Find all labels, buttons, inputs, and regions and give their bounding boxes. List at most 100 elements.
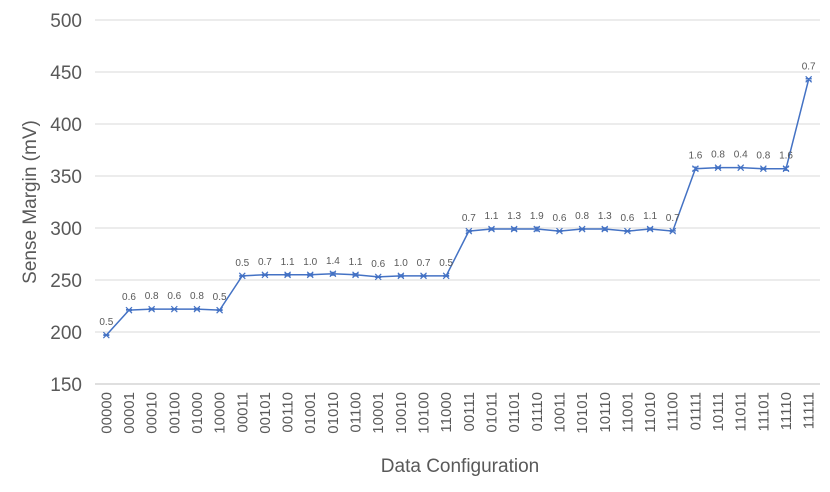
y-tick-label: 250 xyxy=(50,271,82,292)
x-tick-label: 10000 xyxy=(212,392,229,434)
marker xyxy=(601,225,609,233)
x-tick-label: 11101 xyxy=(755,392,772,432)
x-tick-label: 01101 xyxy=(506,392,523,433)
marker xyxy=(352,271,359,279)
x-tick-label: 10010 xyxy=(393,392,410,434)
marker xyxy=(488,225,495,233)
data-label: 0.7 xyxy=(802,61,816,72)
data-label: 0.6 xyxy=(553,213,567,224)
data-label: 0.5 xyxy=(213,292,227,303)
marker xyxy=(193,305,201,313)
x-tick-label: 01000 xyxy=(189,392,206,434)
data-label: 1.9 xyxy=(530,211,544,222)
y-tick-label: 150 xyxy=(50,375,82,396)
x-tick-label: 11110 xyxy=(778,392,795,430)
data-label: 0.7 xyxy=(258,257,272,268)
data-label: 0.6 xyxy=(122,292,136,303)
marker xyxy=(691,165,699,173)
marker xyxy=(465,227,473,235)
data-label: 0.8 xyxy=(756,151,770,162)
marker xyxy=(148,305,156,313)
data-label: 1.3 xyxy=(507,211,521,222)
marker xyxy=(714,164,722,172)
data-label: 0.7 xyxy=(462,213,476,224)
x-tick-label: 11111 xyxy=(801,392,818,429)
marker xyxy=(284,271,292,279)
x-tick-label: 00110 xyxy=(280,392,297,433)
marker xyxy=(238,272,246,280)
data-label: 1.0 xyxy=(394,258,408,269)
data-label: 0.7 xyxy=(666,213,680,224)
x-tick-label: 00001 xyxy=(121,392,138,434)
marker xyxy=(805,75,813,83)
data-label: 0.8 xyxy=(711,150,725,161)
marker xyxy=(533,225,541,233)
marker xyxy=(646,225,654,233)
marker xyxy=(669,227,677,235)
y-tick-label: 450 xyxy=(50,63,82,84)
marker xyxy=(782,165,790,173)
x-tick-label: 10110 xyxy=(597,392,614,433)
marker xyxy=(261,271,269,279)
x-tick-label: 01100 xyxy=(348,392,365,433)
data-label: 1.1 xyxy=(485,211,499,222)
x-tick-label: 01001 xyxy=(302,392,319,434)
marker xyxy=(578,225,586,233)
marker xyxy=(759,165,767,173)
marker xyxy=(556,227,563,235)
data-label: 0.5 xyxy=(439,258,453,269)
marker xyxy=(170,305,178,313)
x-tick-label: 00100 xyxy=(166,392,183,434)
marker xyxy=(420,272,427,280)
marker xyxy=(623,227,631,235)
x-tick-label: 00010 xyxy=(144,392,161,434)
y-tick-label: 350 xyxy=(50,167,82,188)
data-label: 1.1 xyxy=(643,211,657,222)
data-label: 0.5 xyxy=(235,258,249,269)
data-label: 0.6 xyxy=(371,259,385,270)
x-tick-label: 10001 xyxy=(370,392,387,434)
data-line xyxy=(105,79,810,336)
x-tick-label: 11100 xyxy=(665,392,682,432)
data-label: 1.6 xyxy=(779,151,793,162)
marker xyxy=(442,272,450,280)
data-label: 0.6 xyxy=(620,213,634,224)
x-axis-label: Data Configuration xyxy=(381,456,539,477)
data-label: 1.1 xyxy=(281,257,295,268)
x-tick-label: 11001 xyxy=(619,392,636,433)
data-label: 1.6 xyxy=(688,151,702,162)
x-tick-label: 01010 xyxy=(325,392,342,434)
x-tick-label: 00111 xyxy=(461,392,478,432)
data-label: 0.8 xyxy=(145,291,159,302)
x-tick-label: 01011 xyxy=(483,392,500,433)
marker xyxy=(216,306,224,314)
x-tick-label: 00000 xyxy=(98,392,115,434)
x-tick-label: 10101 xyxy=(574,392,591,434)
marker xyxy=(397,272,405,280)
marker xyxy=(329,270,337,278)
marker xyxy=(102,331,110,339)
x-tick-label: 11010 xyxy=(642,392,659,433)
data-label: 0.8 xyxy=(190,291,204,302)
data-label: 1.4 xyxy=(326,256,340,267)
data-label: 0.8 xyxy=(575,211,589,222)
data-label: 1.0 xyxy=(303,257,317,268)
y-tick-label: 500 xyxy=(50,11,82,32)
data-label: 1.3 xyxy=(598,211,612,222)
x-tick-label: 10111 xyxy=(710,392,727,432)
marker xyxy=(737,164,745,172)
marker xyxy=(125,306,133,314)
data-label: 1.1 xyxy=(349,257,363,268)
data-label: 0.4 xyxy=(734,150,748,161)
x-tick-label: 00011 xyxy=(234,392,251,433)
y-axis-label: Sense Margin (mV) xyxy=(20,120,41,284)
y-tick-label: 400 xyxy=(50,115,82,136)
data-label: 0.7 xyxy=(417,258,431,269)
x-tick-label: 10100 xyxy=(416,392,433,434)
y-tick-label: 200 xyxy=(50,323,82,344)
data-label: 0.6 xyxy=(167,291,181,302)
y-tick-label: 300 xyxy=(50,219,82,240)
x-tick-label: 11011 xyxy=(733,392,750,432)
x-tick-label: 01111 xyxy=(687,392,704,430)
